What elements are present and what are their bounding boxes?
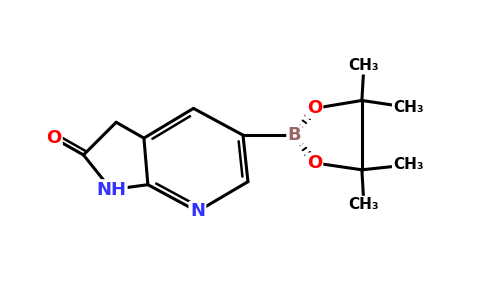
- Text: NH: NH: [96, 181, 126, 199]
- Text: CH₃: CH₃: [393, 100, 424, 115]
- Text: N: N: [190, 202, 205, 220]
- Text: CH₃: CH₃: [348, 58, 379, 73]
- Text: O: O: [307, 99, 322, 117]
- Text: B: B: [287, 126, 302, 144]
- Text: CH₃: CH₃: [393, 158, 424, 172]
- Text: O: O: [307, 154, 322, 172]
- Text: O: O: [46, 129, 61, 147]
- Text: CH₃: CH₃: [348, 197, 379, 212]
